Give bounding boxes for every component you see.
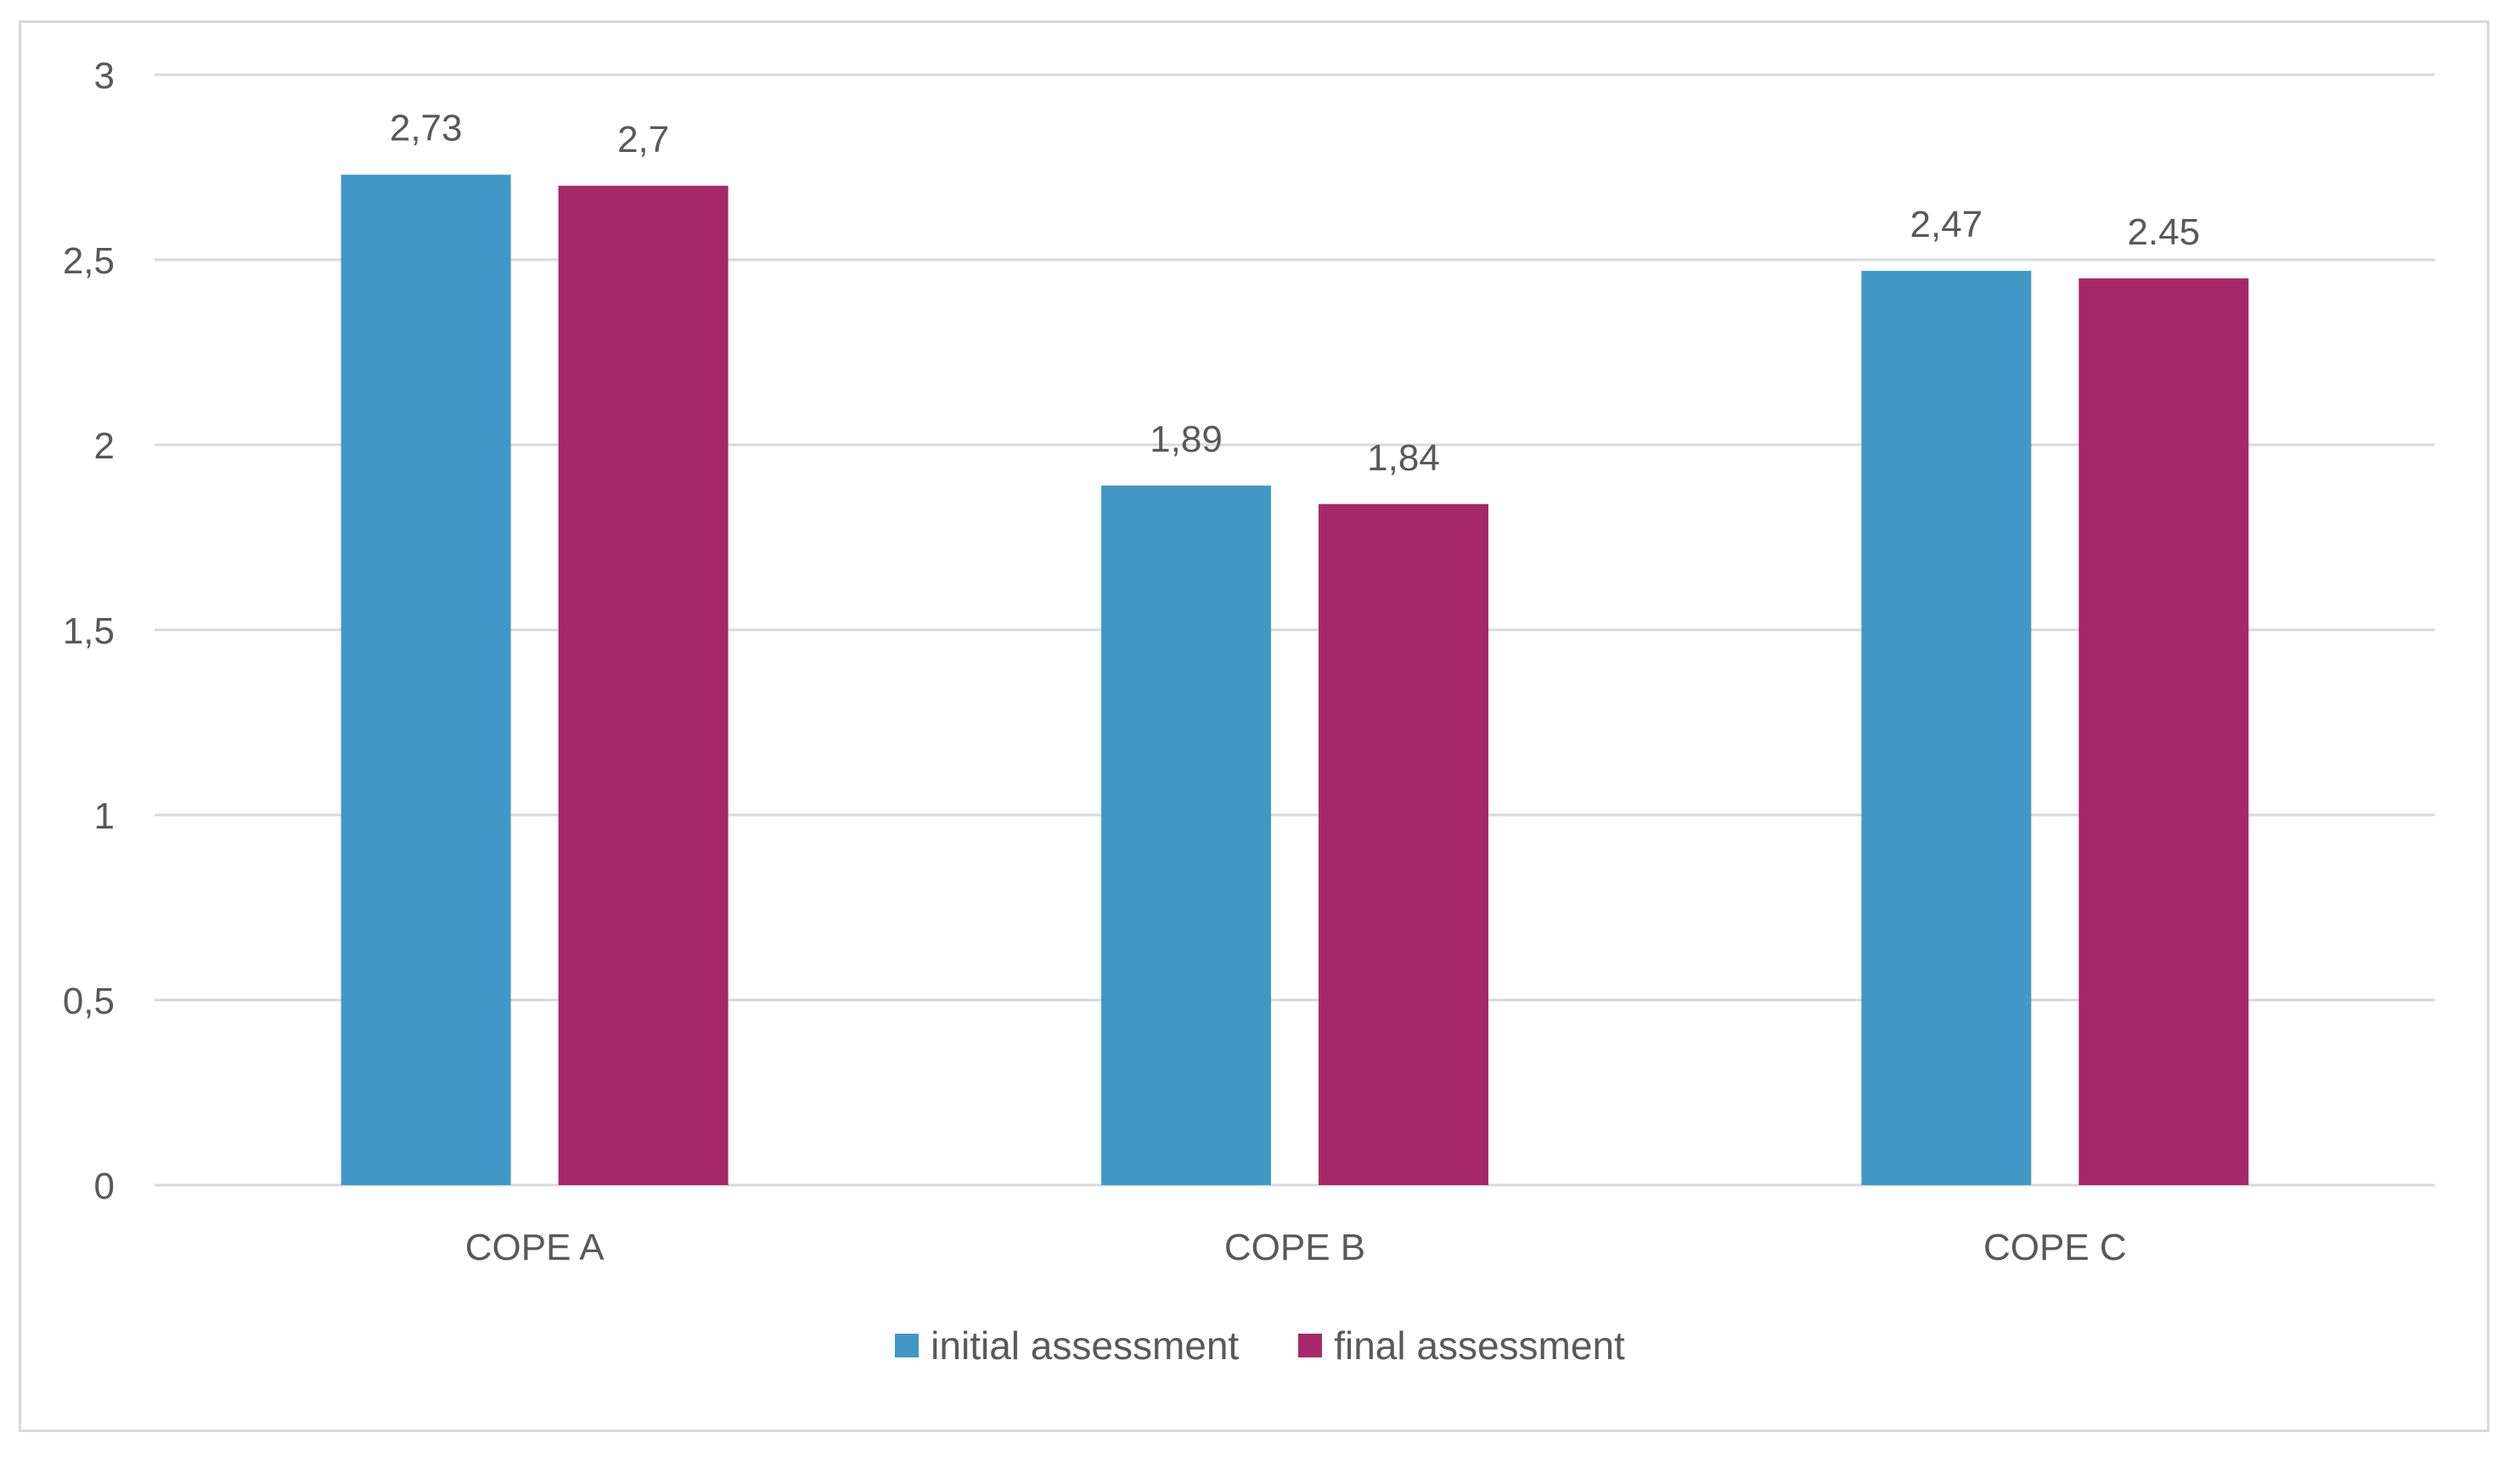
x-tick-label: COPE A — [465, 1227, 605, 1268]
data-label-initial: 2,47 — [1910, 204, 1983, 245]
legend: initial assessment final assessment — [0, 1323, 2520, 1368]
y-tick-label: 0,5 — [63, 981, 115, 1022]
bar-initial — [340, 174, 511, 1186]
y-tick-label: 3 — [94, 55, 115, 97]
bar-final — [2078, 278, 2249, 1185]
legend-label-initial: initial assessment — [931, 1323, 1240, 1368]
data-label-initial: 2,73 — [390, 108, 463, 149]
legend-label-final: final assessment — [1334, 1323, 1625, 1368]
x-tick-label: COPE C — [1983, 1227, 2127, 1268]
gridlines — [155, 73, 2435, 1187]
bar-final — [558, 185, 728, 1185]
y-tick-label: 2 — [94, 425, 115, 467]
bar-initial — [1861, 271, 2032, 1186]
legend-item-final: final assessment — [1298, 1323, 1625, 1368]
y-tick-label: 1 — [94, 795, 115, 837]
data-label-initial: 1,89 — [1150, 419, 1223, 460]
x-axis-ticks: COPE A COPE B COPE C — [465, 1227, 2127, 1268]
data-label-final: 2.45 — [2128, 211, 2201, 253]
legend-item-initial: initial assessment — [895, 1323, 1239, 1368]
legend-swatch-final — [1298, 1334, 1323, 1357]
y-tick-label: 0 — [94, 1166, 115, 1207]
legend-swatch-initial — [895, 1334, 920, 1357]
y-axis-ticks: 0 0,5 1 1,5 2 2,5 3 — [63, 55, 115, 1207]
data-labels: 2,73 2,7 1,89 1,84 2,47 2.45 — [390, 108, 2200, 479]
y-tick-label: 2,5 — [63, 240, 115, 282]
bar-final — [1319, 503, 1488, 1185]
data-label-final: 1,84 — [1367, 437, 1440, 479]
y-tick-label: 1,5 — [63, 610, 115, 652]
bars — [340, 174, 2249, 1186]
bar-initial — [1101, 485, 1271, 1185]
data-label-final: 2,7 — [617, 119, 669, 160]
x-tick-label: COPE B — [1224, 1227, 1365, 1268]
